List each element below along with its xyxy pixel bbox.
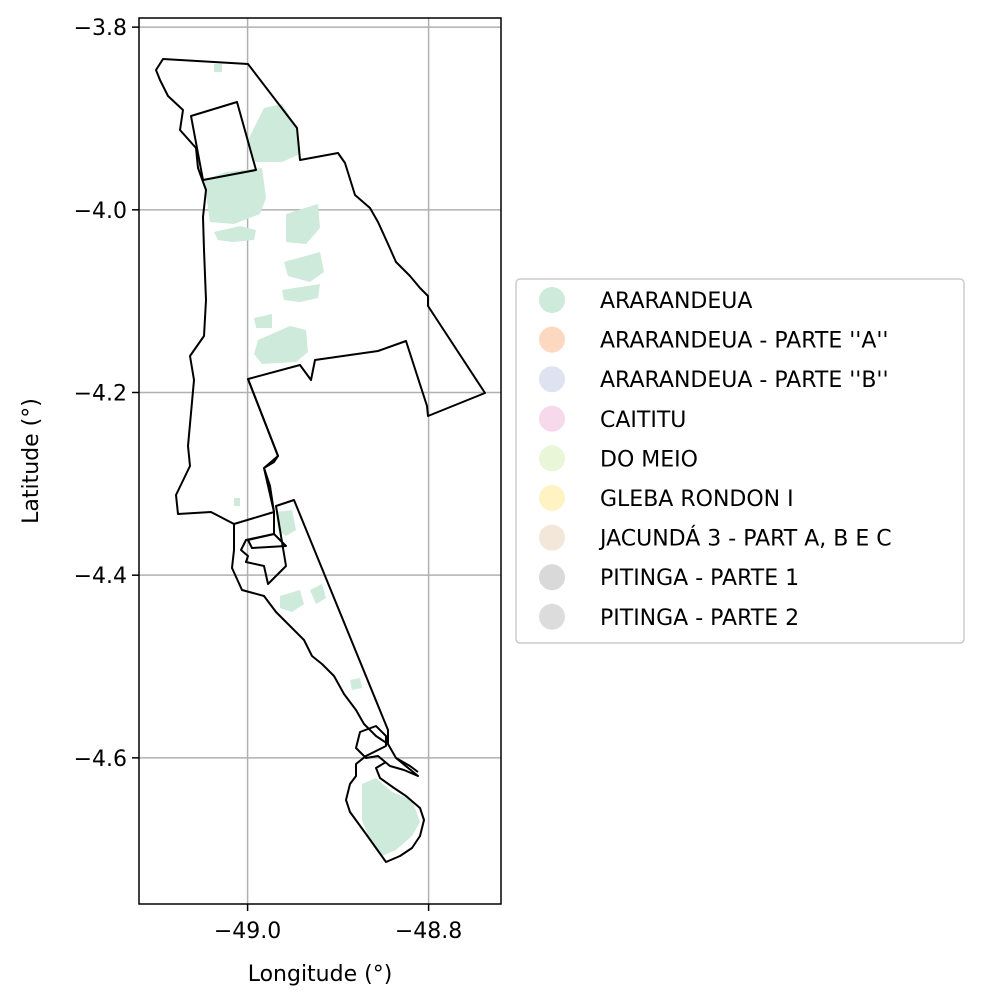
patch [204,168,266,224]
y-tick-label: −3.8 [74,16,127,41]
boundary-inner-rectangle [190,101,257,181]
boundary-east-spur [395,757,419,773]
legend-label: JACUNDÁ 3 - PART A, B E C [598,526,892,552]
patch [280,590,304,612]
legend-marker [539,366,565,393]
legend-label: CAITITU [600,408,686,433]
legend-label: ARARANDEUA - PARTE ''A'' [600,329,888,354]
grid [139,18,501,904]
forest-patches [204,64,420,856]
patch [362,778,420,856]
legend-marker [539,326,565,353]
patch [254,326,308,364]
boundary-notch [247,533,287,549]
legend-label: ARARANDEUA - PARTE ''B'' [600,368,889,393]
patch [350,678,362,690]
patch [286,204,320,244]
legend-marker [539,603,565,630]
legend-label: PITINGA - PARTE 2 [600,606,799,631]
y-tick-label: −4.6 [74,747,127,772]
x-tick-label: −48.8 [395,919,462,944]
legend-marker [539,485,565,511]
y-tick-label: −4.2 [74,381,127,406]
boundaries [155,58,486,863]
patch [248,104,300,162]
legend-label: DO MEIO [600,447,698,472]
patch [310,584,326,604]
patch [214,64,222,72]
patch [214,226,256,242]
legend-marker [539,524,565,551]
y-tick-label: −4.0 [74,199,127,224]
x-tick-label: −49.0 [214,919,281,944]
patch [284,252,324,282]
plot-area [139,18,501,904]
patch [254,314,272,328]
legend-marker [539,287,565,313]
legend-frame [515,278,965,644]
ticks: −49.0 −48.8 −3.8 −4.0 −4.2 −4.4 −4.6 [74,16,463,944]
boundary-south [240,378,425,863]
y-axis-label: Latitude (°) [19,398,44,524]
y-tick-label: −4.4 [74,564,127,589]
legend-entries: ARARANDEUA ARARANDEUA - PARTE ''A'' ARARAN… [539,287,892,631]
legend-marker [539,564,565,591]
legend-label: GLEBA RONDON I [600,487,794,512]
legend-marker [539,445,565,472]
legend-label: PITINGA - PARTE 1 [600,566,799,591]
legend: ARARANDEUA ARARANDEUA - PARTE ''A'' ARARAN… [515,278,965,644]
patch [234,498,240,506]
legend-marker [539,405,565,432]
legend-label: ARARANDEUA [600,289,752,314]
boundary-north [155,58,486,525]
x-axis-label: Longitude (°) [248,962,393,987]
boundary-west-coast [231,524,389,745]
plot-frame [138,17,502,905]
patch [276,510,296,536]
patch [282,284,320,302]
